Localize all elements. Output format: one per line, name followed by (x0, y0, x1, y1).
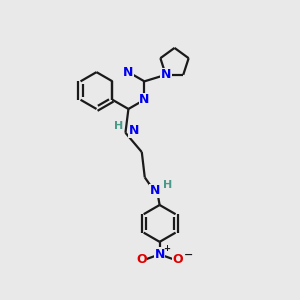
Text: +: + (163, 244, 170, 253)
Text: N: N (150, 184, 160, 197)
Text: N: N (160, 68, 171, 81)
Text: H: H (114, 121, 124, 131)
Text: O: O (136, 253, 146, 266)
Text: −: − (184, 250, 193, 260)
Text: O: O (173, 253, 183, 266)
Text: N: N (129, 124, 139, 137)
Text: H: H (163, 180, 172, 190)
Text: N: N (154, 248, 165, 261)
Text: N: N (139, 93, 150, 106)
Text: N: N (123, 66, 134, 79)
